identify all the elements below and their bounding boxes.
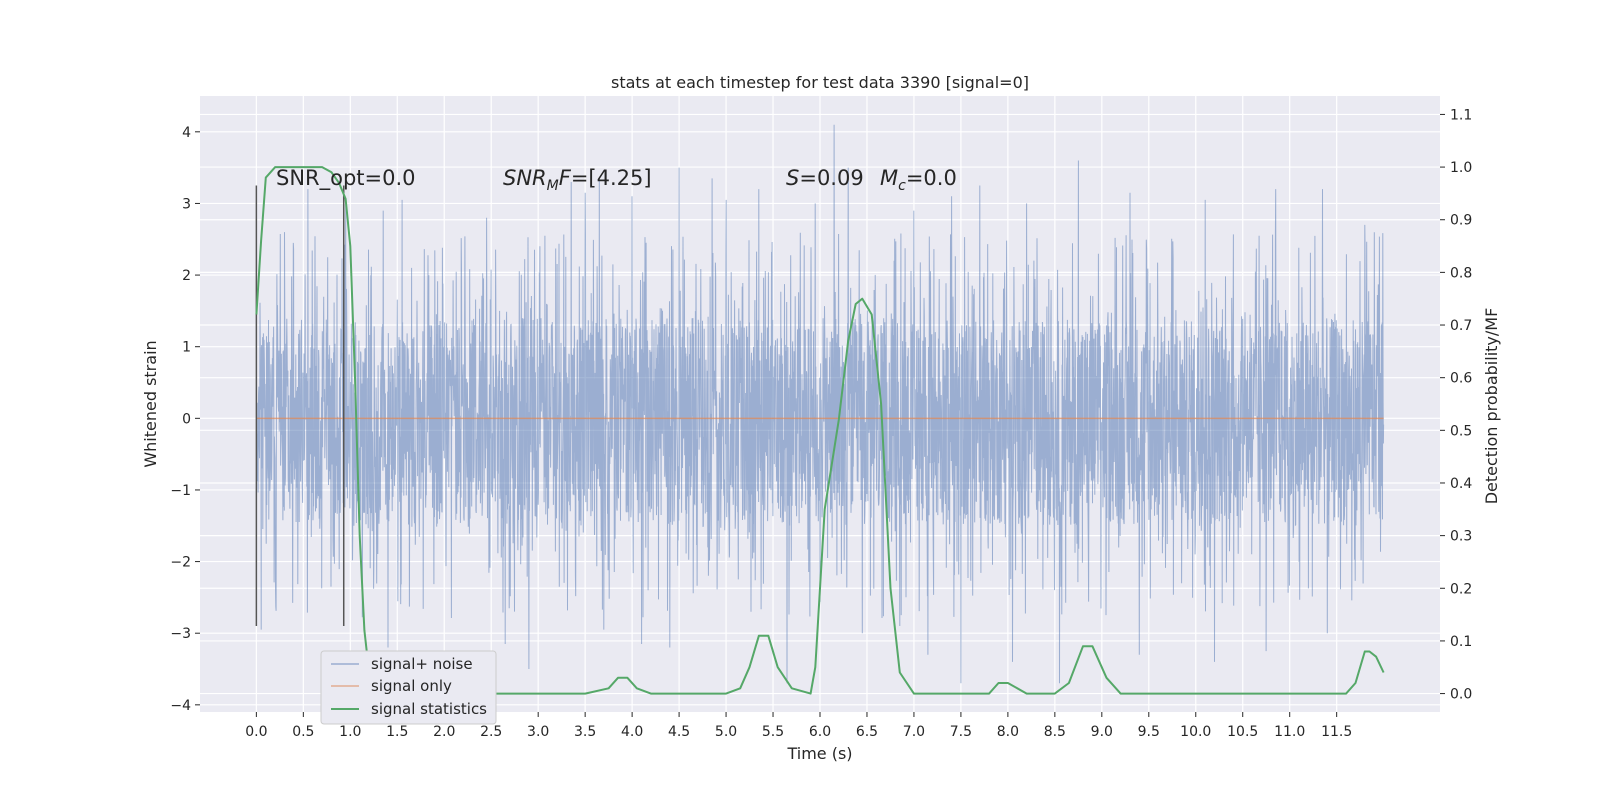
y-tick-label: −1 (170, 483, 191, 499)
y2-axis-label: Detection probability/MF (1482, 308, 1501, 505)
annotation-snr-mf: SNRMF=[4.25] (503, 166, 652, 194)
y2-tick-label: 0.4 (1450, 476, 1472, 492)
signal-statistics-line (255, 166, 1385, 695)
x-tick-label: 2.5 (480, 724, 502, 740)
x-tick-label: 9.5 (1138, 724, 1160, 740)
x-tick-label: 6.0 (809, 724, 831, 740)
y2-tick-label: 0.3 (1450, 529, 1472, 545)
x-tick-label: 10.5 (1227, 724, 1258, 740)
x-tick-label: 11.5 (1321, 724, 1352, 740)
y2-tick-label: 0.6 (1450, 371, 1472, 387)
y2-tick-label: 0.1 (1450, 634, 1472, 650)
y2-axis-ticks: 0.0 0.1 0.2 0.3 0.4 0.5 0.6 0.7 0.8 0.9 1.0 1.1 (1440, 107, 1472, 703)
x-axis-ticks: 0.0 0.5 1.0 1.5 2.0 2.5 3.0 3.5 4.0 4.5 5.0 5.5 6.0 6… (245, 712, 1352, 740)
annotation-s: S=0.09 (786, 166, 864, 190)
y-tick-label: −3 (170, 626, 191, 642)
x-tick-label: 1.5 (386, 724, 408, 740)
annotation-snr-opt: SNR_opt=0.0 (276, 166, 416, 191)
y2-tick-label: 0.9 (1450, 213, 1472, 229)
x-tick-label: 5.5 (762, 724, 784, 740)
x-tick-label: 6.5 (856, 724, 878, 740)
y2-tick-label: 1.1 (1450, 107, 1472, 123)
y-tick-label: 0 (182, 411, 191, 427)
y-tick-label: −4 (170, 698, 191, 714)
legend-label-signal-plus-noise: signal+ noise (371, 655, 473, 673)
x-tick-label: 3.0 (527, 724, 549, 740)
x-tick-label: 2.0 (433, 724, 455, 740)
y-tick-label: 1 (182, 340, 191, 356)
y-tick-label: 4 (182, 125, 191, 141)
vertical-markers (255, 185, 345, 627)
x-tick-label: 4.0 (621, 724, 643, 740)
legend-label-signal-only: signal only (371, 677, 452, 695)
x-tick-label: 3.5 (574, 724, 596, 740)
y-tick-label: 3 (182, 196, 191, 212)
x-tick-label: 7.5 (950, 724, 972, 740)
y2-tick-label: 0.8 (1450, 265, 1472, 281)
y2-tick-label: 0.0 (1450, 687, 1472, 703)
y-tick-label: −2 (170, 555, 191, 571)
x-tick-label: 11.0 (1274, 724, 1305, 740)
x-tick-label: 0.5 (292, 724, 314, 740)
y2-tick-label: 0.7 (1450, 318, 1472, 334)
x-tick-label: 8.0 (997, 724, 1019, 740)
x-tick-label: 7.0 (903, 724, 925, 740)
series-signal-statistics (255, 166, 1385, 695)
y-tick-label: 2 (182, 268, 191, 284)
legend-box (320, 650, 497, 725)
x-tick-label: 1.0 (339, 724, 361, 740)
x-tick-label: 5.0 (715, 724, 737, 740)
legend: signal+ noise signal only signal statist… (320, 650, 497, 725)
y-axis-label: Whitened strain (141, 340, 160, 467)
x-tick-label: 10.0 (1180, 724, 1211, 740)
x-tick-label: 4.5 (668, 724, 690, 740)
annotation-mc: Mc=0.0 (880, 166, 957, 194)
y2-tick-label: 1.0 (1450, 160, 1472, 176)
legend-label-signal-statistics: signal statistics (371, 700, 487, 718)
x-axis-label: Time (s) (786, 744, 852, 763)
y-axis-ticks: −4 −3 −2 −1 0 1 2 3 4 (170, 125, 200, 714)
chart-title: stats at each timestep for test data 339… (611, 73, 1029, 92)
x-tick-label: 9.0 (1091, 724, 1113, 740)
y2-tick-label: 0.5 (1450, 423, 1472, 439)
y2-tick-label: 0.2 (1450, 581, 1472, 597)
x-tick-label: 8.5 (1044, 724, 1066, 740)
x-tick-label: 0.0 (245, 724, 267, 740)
